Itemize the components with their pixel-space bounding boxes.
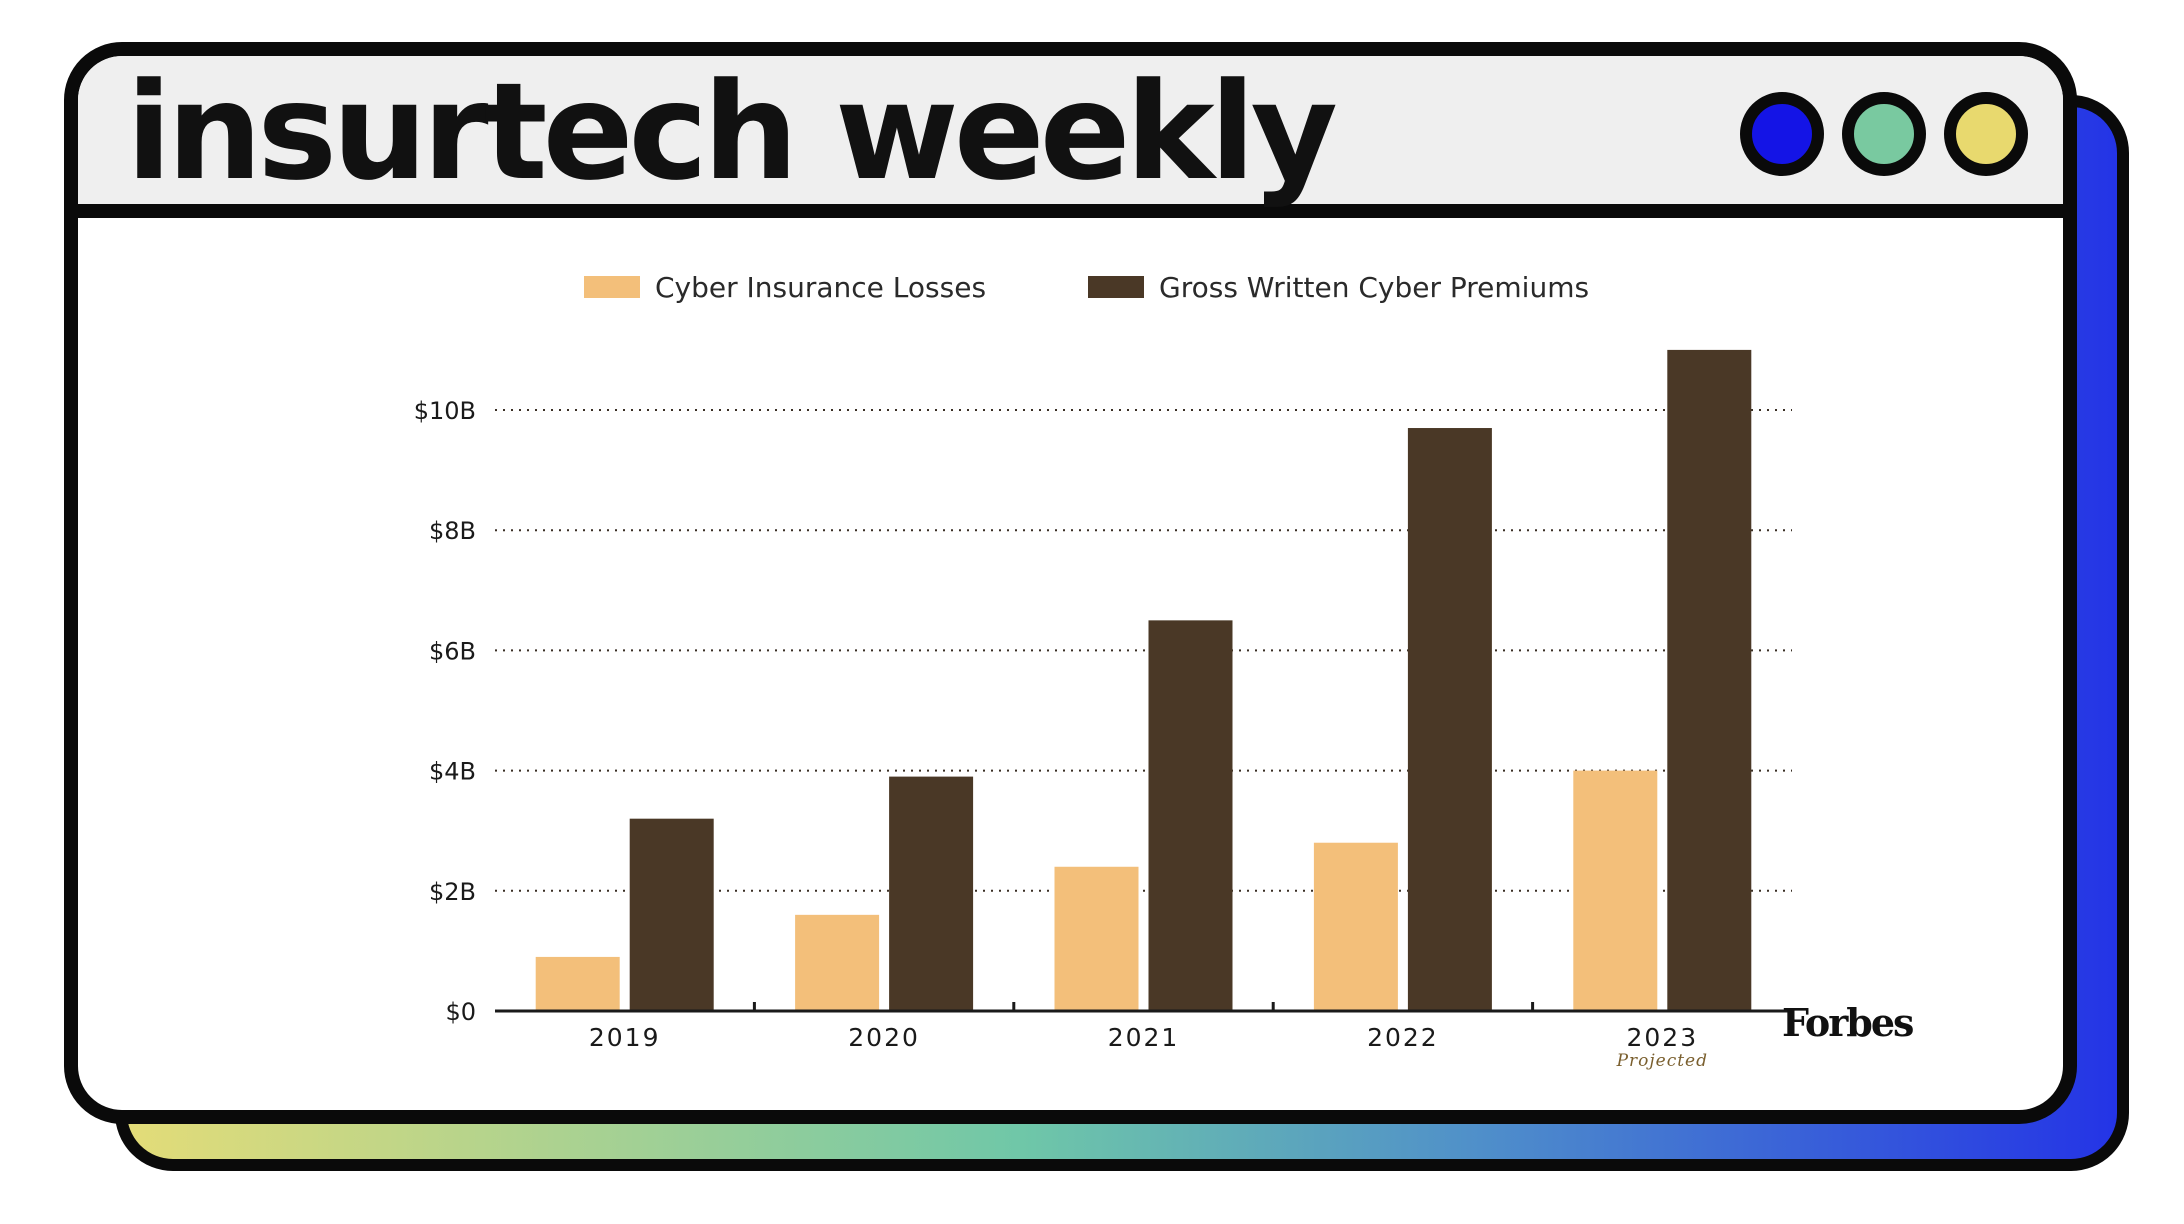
y-tick-label: $6B bbox=[429, 637, 476, 665]
bar-premiums bbox=[1148, 620, 1233, 1011]
bar-premiums bbox=[1667, 349, 1752, 1011]
bar-losses bbox=[1573, 770, 1658, 1011]
x-tick-label: 2021 bbox=[1108, 1023, 1180, 1052]
legend-label: Gross Written Cyber Premiums bbox=[1159, 271, 1589, 304]
y-tick-label: $10B bbox=[414, 397, 476, 425]
y-tick-label: $8B bbox=[429, 517, 476, 545]
bar-premiums bbox=[1407, 428, 1492, 1011]
bar-losses bbox=[795, 914, 880, 1011]
x-tick-note: Projected bbox=[1616, 1051, 1708, 1071]
x-tick-label: 2023 bbox=[1626, 1023, 1698, 1052]
bar-losses bbox=[1054, 866, 1139, 1011]
legend-swatch bbox=[1088, 276, 1144, 298]
y-tick-label: $2B bbox=[429, 878, 476, 906]
x-tick-label: 2022 bbox=[1367, 1023, 1439, 1052]
y-tick-label: $0 bbox=[445, 998, 476, 1026]
page-title: insurtech weekly bbox=[126, 54, 1338, 210]
yellow-dot-icon[interactable] bbox=[1944, 92, 2028, 176]
bar-losses bbox=[1313, 842, 1398, 1011]
legend-label: Cyber Insurance Losses bbox=[655, 271, 986, 304]
y-tick-label: $4B bbox=[429, 758, 476, 786]
x-tick-label: 2019 bbox=[589, 1023, 661, 1052]
bar-premiums bbox=[889, 776, 974, 1011]
x-tick-label: 2020 bbox=[848, 1023, 920, 1052]
green-dot-icon[interactable] bbox=[1842, 92, 1926, 176]
forbes-logo: Forbes bbox=[1782, 1000, 1914, 1045]
title-bar: insurtech weekly bbox=[78, 56, 2063, 218]
bar-premiums bbox=[629, 818, 714, 1011]
legend-swatch bbox=[584, 276, 640, 298]
bar-losses bbox=[535, 956, 620, 1011]
